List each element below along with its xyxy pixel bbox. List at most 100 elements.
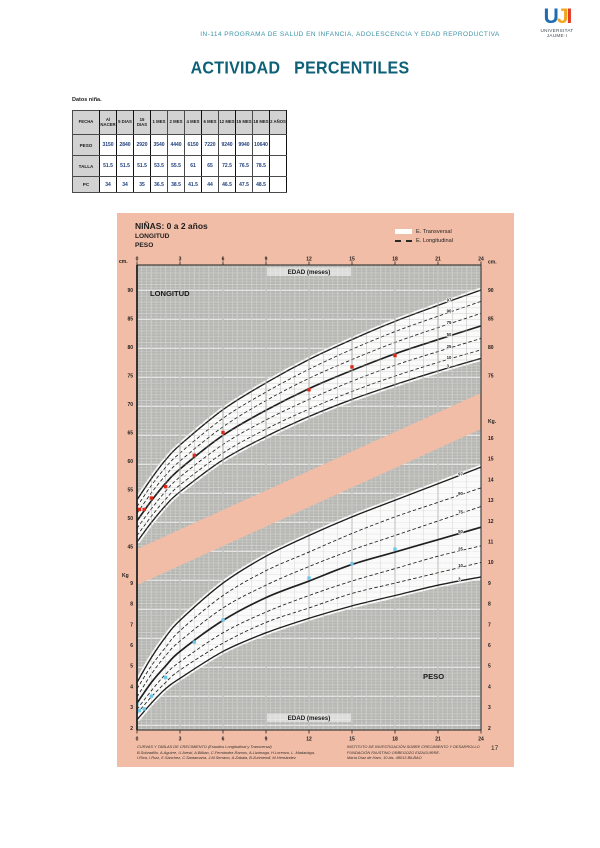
logo-letter-j: J — [556, 5, 569, 28]
table-cell: 76.5 — [235, 155, 253, 177]
logo-caption-line1: UNIVERSITAT — [540, 28, 574, 33]
svg-text:13: 13 — [488, 498, 494, 504]
length-measurement-point — [350, 365, 354, 369]
svg-text:80: 80 — [488, 345, 494, 351]
percentile-curve-p90 — [137, 487, 481, 689]
length-measurement-point — [142, 507, 146, 512]
table-cell: 34 — [116, 176, 134, 193]
length-measurement-point — [137, 507, 142, 512]
table-cell: 44 — [201, 176, 219, 193]
weight-measurement-point — [163, 675, 168, 680]
svg-text:Kg: Kg — [122, 573, 129, 579]
svg-text:7: 7 — [488, 622, 491, 628]
svg-text:21: 21 — [435, 737, 441, 743]
page-number: 17 — [491, 745, 499, 752]
source-line: INSTITUTO DE INVESTIGACIÓN SOBRE CRECIMI… — [347, 744, 480, 749]
table-cell: 61 — [184, 155, 202, 177]
svg-text:3: 3 — [458, 576, 461, 581]
table-cell: 51.5 — [116, 155, 134, 177]
svg-text:15: 15 — [349, 737, 355, 743]
svg-text:18: 18 — [392, 257, 398, 263]
svg-text:90: 90 — [447, 309, 452, 314]
table-cell: 2840 — [116, 134, 134, 156]
table-column-header: 15 DIAS — [133, 110, 151, 135]
table-column-header: 15 MES — [235, 110, 253, 135]
inplot-labels: EDAD (meses) EDAD (meses) LONGITUD PESO — [150, 267, 444, 722]
table-cell: 65 — [201, 155, 219, 177]
chart-subtitle-longitud: LONGITUD — [135, 233, 170, 240]
svg-text:75: 75 — [127, 373, 133, 379]
svg-text:9: 9 — [265, 257, 268, 263]
svg-text:2: 2 — [488, 726, 491, 732]
table-cell: 34 — [99, 176, 117, 193]
weight-measurement-point — [307, 576, 311, 580]
longitudinal-swatch — [395, 239, 412, 242]
svg-text:65: 65 — [127, 430, 133, 436]
svg-text:2: 2 — [130, 726, 133, 732]
table-row-label: PESO — [72, 134, 100, 156]
table-cell: 38.5 — [167, 176, 185, 193]
growth-chart-panel: 97 90 75 50 25 10 3 97 90 75 50 25 10 3 EDAD (meses) ED… — [117, 213, 514, 767]
length-measurement-point — [307, 388, 311, 392]
table-cell: 48.5 — [252, 176, 270, 193]
table-column-header: 1 MES — [150, 110, 168, 135]
percentile-curve-p75 — [137, 506, 481, 698]
svg-text:3: 3 — [447, 364, 450, 369]
svg-text:25: 25 — [447, 344, 452, 349]
svg-text:0: 0 — [136, 737, 139, 743]
svg-text:8: 8 — [488, 602, 491, 608]
svg-text:7: 7 — [130, 622, 133, 628]
svg-text:24: 24 — [478, 737, 484, 743]
table-cell: 9940 — [235, 134, 253, 156]
table-column-header: 6 MES — [201, 110, 219, 135]
length-measurement-point — [192, 453, 197, 457]
svg-text:50: 50 — [447, 332, 452, 337]
table-row: PESO 3150 2840 2920 3540 4440 6150 7220 9240 9940… — [72, 134, 287, 156]
table-column-header: 12 MES — [218, 110, 236, 135]
svg-text:50: 50 — [127, 516, 133, 522]
chart-legend: E. Transversal E. Longitudinal — [395, 227, 453, 245]
svg-text:LONGITUD: LONGITUD — [150, 289, 190, 298]
svg-text:cm.: cm. — [119, 259, 128, 265]
svg-text:3: 3 — [179, 737, 182, 743]
table-column-header: 5 DIAS — [116, 110, 134, 135]
table-cell: 36.5 — [150, 176, 168, 193]
chart-source-left: CURVAS Y TABLAS DE CRECIMIENTO (Estudios… — [137, 744, 342, 761]
table-caption: Datos niña. — [72, 97, 102, 103]
weight-measurement-point — [192, 640, 197, 644]
source-line: I.Rica, I.Ruiz, E.Sánchez, C.Santamaría,… — [137, 755, 296, 761]
svg-text:Kg.: Kg. — [488, 419, 497, 425]
table-cell — [269, 176, 287, 193]
svg-text:50: 50 — [458, 529, 463, 534]
chart-subtitle-peso: PESO — [135, 242, 154, 249]
svg-text:80: 80 — [127, 345, 133, 351]
svg-text:PESO: PESO — [423, 672, 444, 681]
svg-text:EDAD (meses): EDAD (meses) — [288, 269, 331, 276]
logo-letter-u: U — [543, 5, 559, 28]
chart-title: NIÑAS: 0 a 2 años — [135, 221, 208, 231]
table-cell: 41.5 — [184, 176, 202, 193]
svg-text:4: 4 — [130, 684, 133, 690]
uji-logo-glyphs: UJI — [530, 5, 584, 28]
svg-text:85: 85 — [127, 316, 133, 322]
table-column-header: 2 AÑOS — [269, 110, 287, 135]
svg-text:11: 11 — [488, 540, 494, 546]
table-cell: 35 — [133, 176, 151, 193]
table-cell: 47.5 — [235, 176, 253, 193]
table-cell: 72.5 — [218, 155, 236, 177]
table-cell: 10640 — [252, 134, 270, 156]
percentile-curve-p10 — [137, 561, 481, 714]
table-cell: 46.5 — [218, 176, 236, 193]
weight-measurement-point — [149, 694, 154, 698]
length-measurement-point — [221, 430, 225, 435]
table-corner-fecha: FECHA — [72, 110, 100, 135]
course-header: IN-114 PROGRAMA DE SALUD EN INFANCIA, AD… — [200, 31, 500, 38]
datos-table: FECHA Al NACER 5 DIAS 15 DIAS 1 MES 2 MES 4 ME… — [72, 110, 287, 193]
table-column-header: Al NACER — [99, 110, 117, 135]
source-line: CURVAS Y TABLAS DE CRECIMIENTO (Estudios… — [137, 744, 272, 749]
table-cell — [269, 134, 287, 156]
svg-text:85: 85 — [488, 316, 494, 322]
svg-text:97: 97 — [447, 298, 452, 303]
svg-text:8: 8 — [130, 602, 133, 608]
percentile-curve-p90 — [137, 300, 481, 507]
